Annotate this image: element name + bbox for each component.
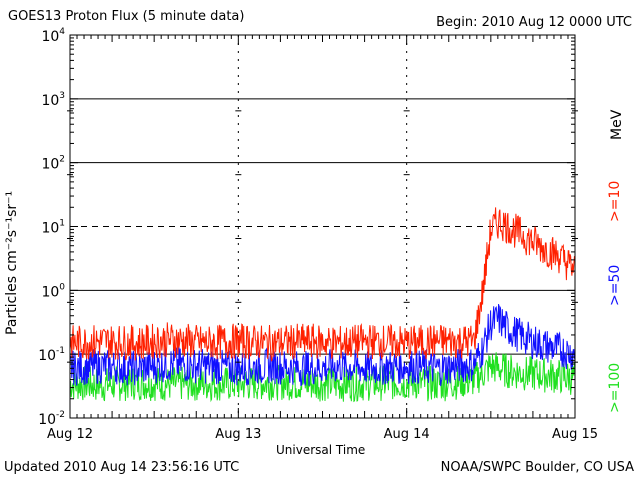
y-tick-label: 10-2	[38, 410, 65, 428]
x-axis-label: Universal Time	[276, 443, 366, 457]
chart-title: GOES13 Proton Flux (5 minute data)	[8, 9, 245, 24]
series-line	[69, 303, 576, 387]
legend-ge100: >=100	[607, 362, 623, 413]
x-tick-label: Aug 12	[47, 427, 93, 442]
legend-ge50: >=50	[607, 264, 623, 306]
y-axis-label: Particles cm⁻²s⁻¹sr⁻¹	[4, 190, 20, 335]
y-tick-label: 100	[41, 282, 65, 300]
x-tick-label: Aug 13	[215, 427, 261, 442]
series-line	[69, 207, 575, 362]
y-tick-label: 10-1	[38, 346, 65, 364]
credit-label: NOAA/SWPC Boulder, CO USA	[440, 460, 634, 475]
legend-ge10: >=10	[607, 180, 623, 222]
y-tick-label: 101	[41, 219, 65, 237]
x-tick-label: Aug 14	[384, 427, 430, 442]
updated-timestamp: Updated 2010 Aug 14 23:56:16 UTC	[4, 460, 240, 475]
x-tick-label: Aug 15	[552, 427, 598, 442]
begin-time-label: Begin: 2010 Aug 12 0000 UTC	[436, 15, 632, 30]
legend-unit-mev: MeV	[609, 109, 625, 140]
y-tick-label: 102	[41, 155, 65, 173]
y-tick-label: 103	[41, 91, 65, 109]
y-tick-label: 104	[41, 27, 65, 45]
series-line	[69, 352, 576, 403]
